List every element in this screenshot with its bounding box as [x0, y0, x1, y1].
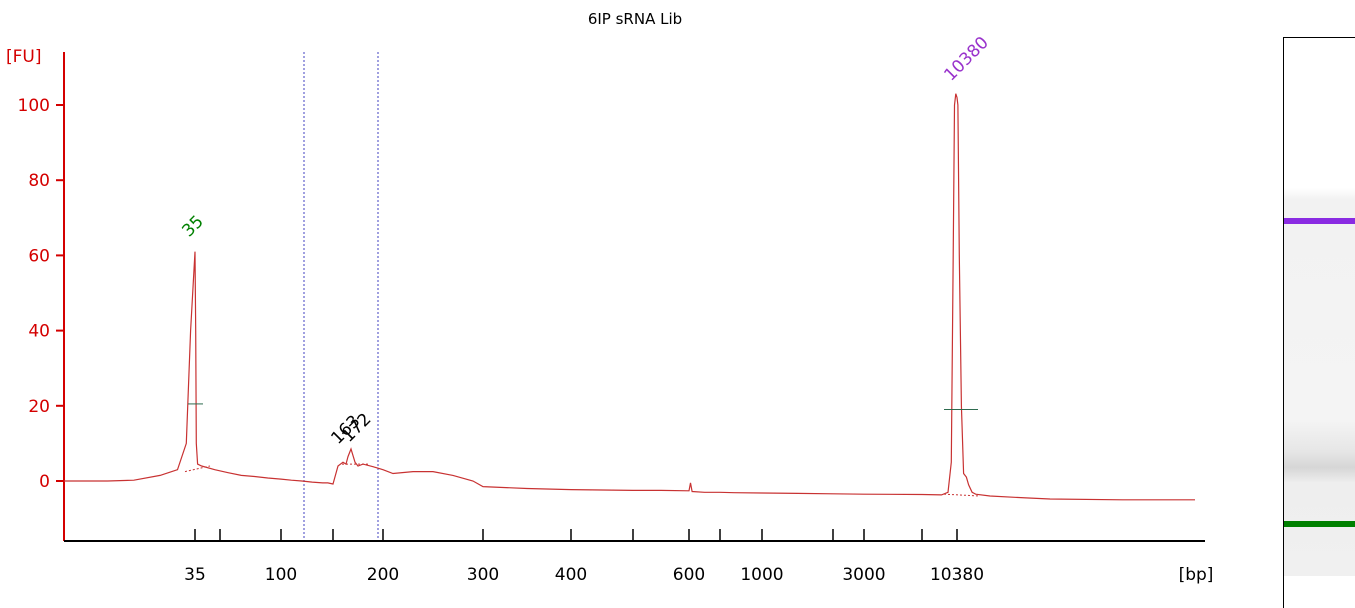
electropherogram-chart: 6IP sRNA Lib [FU] 0 20 40 60 80 100 35 100 200 300 4…: [6, 10, 1214, 585]
x-tick-label: 200: [367, 565, 399, 585]
y-tick-label: 20: [28, 397, 50, 417]
gel-image: [1283, 37, 1355, 608]
x-tick-label: 35: [184, 565, 206, 585]
peak-label: 10380: [940, 33, 992, 85]
x-axis-label: [bp]: [1179, 565, 1214, 585]
gel-lane: [1284, 188, 1355, 576]
y-axis-label: [FU]: [6, 47, 42, 67]
peak-baseline: [184, 465, 211, 473]
peak-label: 35: [178, 212, 207, 241]
chart-title: 6IP sRNA Lib: [588, 10, 682, 28]
y-tick-label: 60: [28, 246, 50, 266]
y-tick-label: 0: [39, 472, 50, 492]
x-tick-label: 1000: [740, 565, 783, 585]
x-tick-label: 400: [555, 565, 587, 585]
x-tick-label: 100: [265, 565, 297, 585]
x-tick-label: 600: [673, 565, 705, 585]
y-tick-label: 100: [18, 96, 50, 116]
upper-marker-band: [1284, 218, 1355, 224]
x-tick-label: 3000: [842, 565, 885, 585]
peak-baseline: [943, 493, 981, 497]
lower-marker-band: [1284, 521, 1355, 527]
x-tick-label: 300: [467, 565, 499, 585]
trace-line: [64, 93, 1195, 501]
y-tick-label: 40: [28, 322, 50, 342]
x-tick-label: 10380: [930, 565, 984, 585]
y-tick-label: 80: [28, 171, 50, 191]
